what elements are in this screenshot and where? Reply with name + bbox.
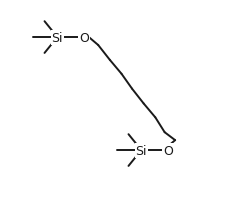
Text: O: O — [79, 31, 89, 44]
Text: Si: Si — [135, 144, 147, 157]
Text: O: O — [163, 144, 173, 157]
Text: Si: Si — [52, 31, 63, 44]
